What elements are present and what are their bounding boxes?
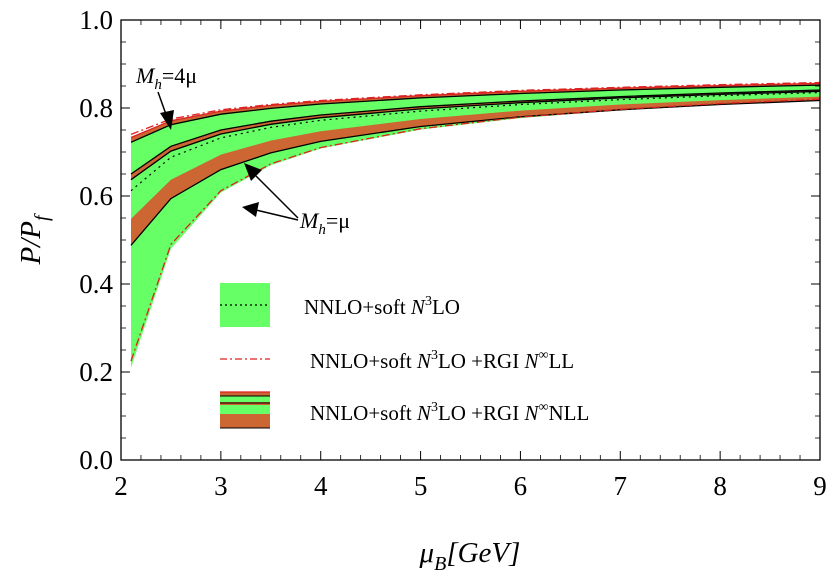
annotation-mh-mu-arrowhead-lower bbox=[242, 202, 259, 217]
x-tick-label: 2 bbox=[114, 471, 128, 501]
legend-label-rgi-ll: NNLO+soft N3LO +RGI N∞LL bbox=[310, 348, 574, 373]
y-tick-label: 0.4 bbox=[79, 269, 113, 299]
y-tick-label: 0.8 bbox=[79, 93, 113, 123]
line-rgi-ll-upper bbox=[130, 81, 821, 136]
annotation-mh-4mu-arrowhead bbox=[160, 110, 174, 130]
x-tick-label: 5 bbox=[414, 471, 428, 501]
annotation-mh-mu-arrow-lower-shaft bbox=[255, 209, 299, 221]
line-rgi-nll-upper-2 bbox=[130, 84, 821, 143]
tick-labels-layer: 2 3 4 5 6 7 8 9 0.0 0.2 0.4 0.6 0.8 1.0 bbox=[79, 5, 827, 501]
legend-entry-rgi-nll: NNLO+soft N3LO +RGI N∞NLL bbox=[220, 391, 589, 429]
annotation-mh-4mu-label: Mh=4μ bbox=[135, 63, 197, 93]
legend-swatch-orange-bottom bbox=[220, 414, 270, 428]
legend: NNLO+soft N3LO NNLO+soft N3LO +RGI N∞LL … bbox=[220, 283, 589, 429]
ticks-layer bbox=[120, 19, 821, 461]
x-tick-label: 9 bbox=[813, 471, 827, 501]
line-rgi-nll-lower-2 bbox=[130, 99, 821, 246]
y-tick-label: 0.6 bbox=[79, 181, 113, 211]
annotation-mh-mu-label: Mh=μ bbox=[299, 208, 350, 238]
line-rgi-nll-inner-1 bbox=[130, 89, 821, 175]
x-tick-label: 3 bbox=[214, 471, 228, 501]
line-rgi-nll-upper-1 bbox=[130, 82, 821, 139]
annotation-mh-4mu: Mh=4μ bbox=[135, 63, 197, 130]
y-tick-label: 0.2 bbox=[79, 357, 113, 387]
line-rgi-nll-inner-2 bbox=[130, 90, 821, 181]
x-tick-label: 6 bbox=[514, 471, 528, 501]
line-rgi-ll-lower bbox=[130, 98, 821, 362]
annotation-mh-mu: Mh=μ bbox=[242, 163, 350, 238]
x-tick-label: 7 bbox=[614, 471, 628, 501]
x-tick-label: 4 bbox=[314, 471, 328, 501]
legend-entry-nnlo: NNLO+soft N3LO bbox=[220, 283, 460, 327]
legend-entry-rgi-ll: NNLO+soft N3LO +RGI N∞LL bbox=[220, 348, 574, 373]
lines-layer bbox=[130, 81, 821, 362]
line-nnlo-central bbox=[130, 92, 821, 192]
y-axis-title: P/Pf bbox=[15, 213, 53, 266]
y-tick-label: 1.0 bbox=[79, 5, 113, 35]
annotation-mh-mu-arrowhead-upper bbox=[244, 163, 262, 181]
y-tick-label: 0.0 bbox=[79, 445, 113, 475]
legend-label-rgi-nll: NNLO+soft N3LO +RGI N∞NLL bbox=[310, 400, 589, 425]
legend-swatch-orange-top bbox=[220, 392, 270, 396]
x-axis-title: μB[GeV] bbox=[419, 537, 521, 574]
x-tick-label: 8 bbox=[713, 471, 727, 501]
legend-label-nnlo: NNLO+soft N3LO bbox=[304, 294, 460, 319]
annotation-mh-mu-arrow-upper-shaft bbox=[255, 175, 299, 219]
